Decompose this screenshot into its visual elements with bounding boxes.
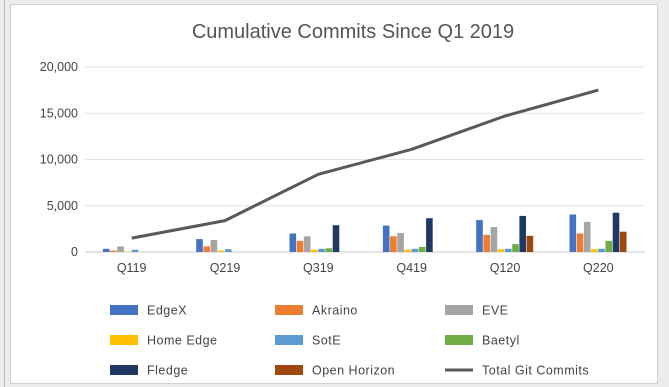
bar-baetyl: [418, 246, 426, 252]
legend-swatch: [110, 305, 138, 315]
x-tick-label: Q120: [490, 261, 521, 275]
bar-akraino: [576, 233, 584, 252]
bar-home-edge: [404, 249, 412, 252]
bar-eve: [210, 240, 218, 252]
bar-baetyl: [605, 240, 613, 252]
legend-label: EVE: [482, 304, 509, 318]
bar-edgex: [569, 214, 577, 252]
legend-label: Total Git Commits: [482, 364, 589, 378]
chart-title: Cumulative Commits Since Q1 2019: [192, 21, 514, 43]
bar-akraino: [296, 240, 304, 252]
bar-eve: [490, 227, 498, 252]
legend-label: Fledge: [147, 364, 188, 378]
legend-swatch: [110, 335, 138, 345]
window-edge-divider: [4, 0, 5, 387]
legend-label: Open Horizon: [312, 364, 395, 378]
x-axis-ticks: Q119 Q219 Q319 Q419 Q120 Q220: [117, 261, 614, 275]
bar-open-horizon: [619, 231, 627, 252]
bar-edgex: [196, 239, 203, 252]
bar-sote: [131, 249, 139, 252]
y-tick-label: 5,000: [47, 199, 78, 213]
bar-sote: [598, 248, 605, 252]
bar-fledge: [519, 215, 526, 252]
bar-akraino: [110, 250, 117, 252]
legend-swatch: [275, 365, 303, 375]
bar-open-horizon: [526, 235, 534, 252]
y-tick-label: 10,000: [40, 153, 78, 167]
y-tick-label: 0: [71, 245, 78, 259]
bar-eve: [117, 246, 124, 252]
gridlines: [85, 66, 645, 253]
legend-swatch: [445, 305, 473, 315]
bar-sote: [225, 249, 232, 252]
total-git-commits-line: [131, 88, 599, 240]
bar-home-edge: [497, 249, 505, 252]
x-tick-label: Q119: [117, 261, 147, 275]
bar-eve: [397, 233, 404, 252]
x-tick-label: Q219: [210, 261, 241, 275]
x-tick-label: Q419: [396, 261, 427, 275]
y-tick-label: 20,000: [40, 60, 78, 74]
bar-home-edge: [217, 250, 225, 252]
bar-home-edge: [311, 249, 318, 252]
legend-swatch: [110, 365, 138, 375]
bar-baetyl: [512, 244, 519, 252]
bar-fledge: [426, 218, 433, 252]
bar-sote: [411, 248, 419, 252]
legend-label: EdgeX: [147, 304, 187, 318]
legend-swatch: [445, 335, 473, 345]
bar-akraino: [390, 236, 397, 252]
bar-fledge: [332, 225, 340, 252]
y-axis-ticks: 0 5,000 10,000 15,000 20,000: [40, 60, 78, 259]
bar-eve: [303, 236, 311, 252]
y-tick-label: 15,000: [40, 106, 78, 120]
total-line-layer: [131, 88, 599, 240]
bar-edgex: [289, 233, 297, 252]
bar-edgex: [476, 220, 483, 252]
legend-label: Baetyl: [482, 334, 520, 348]
bar-sote: [318, 248, 325, 252]
x-tick-label: Q220: [583, 261, 614, 275]
bar-baetyl: [325, 248, 333, 252]
bar-edgex: [102, 248, 110, 252]
bar-home-edge: [124, 251, 132, 252]
bar-akraino: [203, 246, 210, 252]
bar-fledge: [612, 212, 620, 252]
legend-label: Home Edge: [147, 334, 218, 348]
legend-swatch: [275, 305, 303, 315]
bar-sote: [505, 248, 512, 252]
legend-label: Akraino: [312, 304, 358, 318]
bar-edgex: [382, 225, 390, 252]
bar-akraino: [483, 234, 490, 252]
legend: EdgeX Akraino EVE Home Edge SotE Baetyl Fledge…: [110, 304, 589, 378]
bar-home-edge: [591, 249, 598, 252]
x-tick-label: Q319: [303, 261, 334, 275]
legend-label: SotE: [312, 334, 341, 348]
bars: [102, 212, 627, 252]
bar-eve: [583, 221, 591, 252]
legend-swatch: [275, 335, 303, 345]
